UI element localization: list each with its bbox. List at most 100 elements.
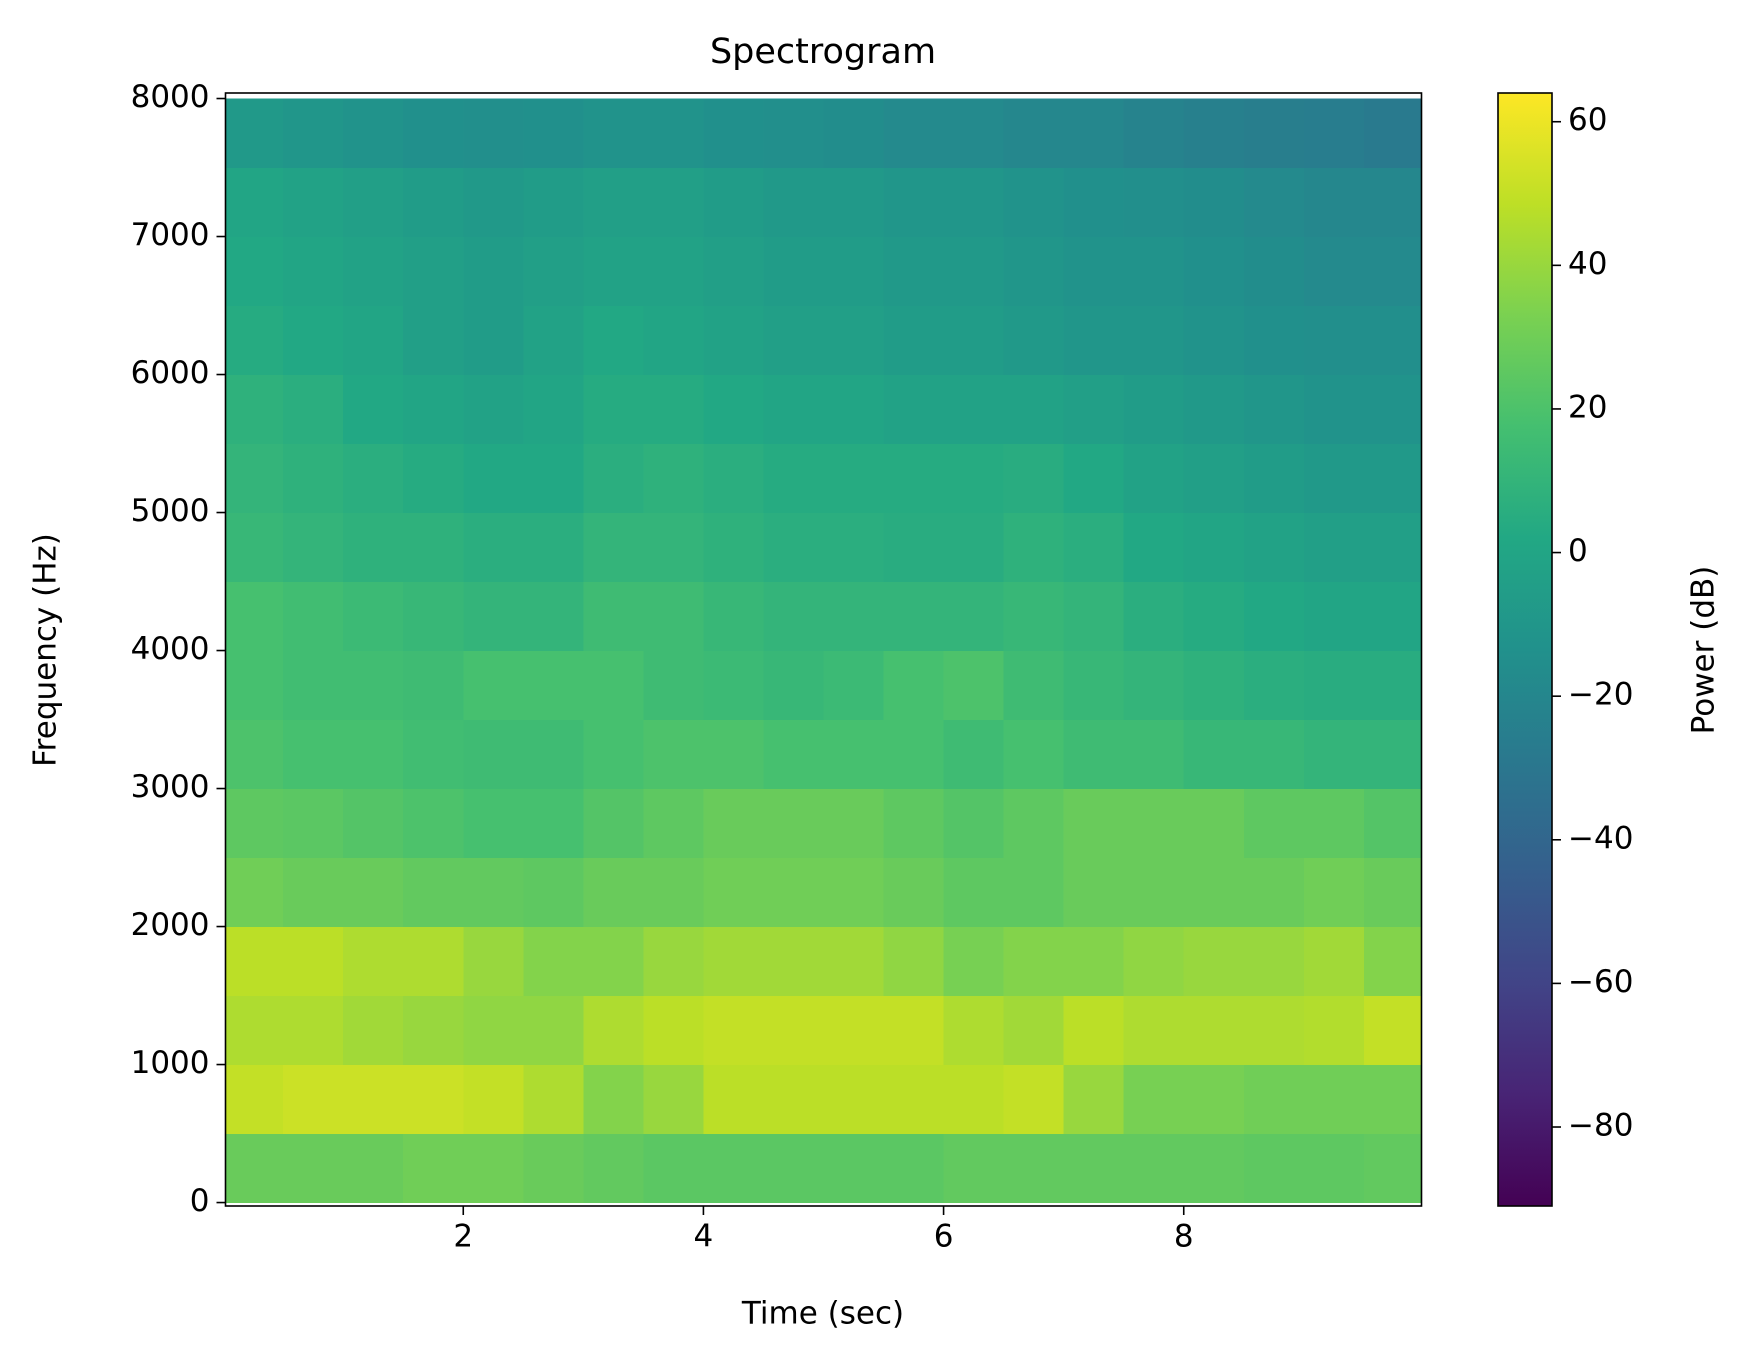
heatmap [225,98,1422,1204]
heatmap-cell [1303,305,1365,376]
heatmap-cell [225,926,284,997]
heatmap-cell [1183,167,1245,238]
heatmap-cell [703,719,765,790]
heatmap-cell [1243,98,1305,169]
heatmap-cell [703,98,765,169]
heatmap-cell [1363,719,1422,790]
heatmap-cell [1003,926,1065,997]
heatmap-cell [1063,167,1125,238]
heatmap-cell [883,305,945,376]
heatmap-cell [943,512,1005,583]
heatmap-cell [703,788,765,859]
heatmap-cell [583,926,644,997]
heatmap-cell [883,650,945,721]
heatmap-cell [1063,512,1125,583]
heatmap-cell [1363,167,1422,238]
heatmap-cell [1303,719,1365,790]
heatmap-cell [225,1133,284,1204]
heatmap-cell [1303,1064,1365,1135]
heatmap-cell [583,650,644,721]
heatmap-cell [763,926,825,997]
heatmap-cell [523,305,584,376]
heatmap-cell [343,926,404,997]
heatmap-cell [283,788,344,859]
heatmap-cell [703,857,765,928]
heatmap-cell [403,650,464,721]
heatmap-cell [583,719,644,790]
y-tick-label: 7000 [131,217,210,253]
heatmap-cell [943,443,1005,514]
heatmap-cell [1123,1064,1185,1135]
heatmap-cell [763,305,825,376]
heatmap-cell [1183,650,1245,721]
heatmap-cell [1363,443,1422,514]
heatmap-cell [343,650,404,721]
heatmap-cell [1123,995,1185,1066]
heatmap-cell [1123,236,1185,307]
heatmap-cell [1243,443,1305,514]
heatmap-cell [1243,512,1305,583]
heatmap-cell [463,719,524,790]
heatmap-cell [403,443,464,514]
heatmap-cell [583,995,644,1066]
heatmap-cell [463,788,524,859]
heatmap-cell [643,305,705,376]
colorbar-tick-label: −40 [1568,820,1633,856]
heatmap-cell [523,788,584,859]
heatmap-cell [1363,305,1422,376]
heatmap-cell [523,236,584,307]
heatmap-cell [1003,98,1065,169]
heatmap-cell [523,443,584,514]
heatmap-cell [523,167,584,238]
heatmap-cell [225,443,284,514]
heatmap-cell [225,788,284,859]
heatmap-cell [343,581,404,652]
heatmap-cell [463,374,524,445]
heatmap-cell [1123,788,1185,859]
heatmap-cell [763,98,825,169]
y-tick-label: 5000 [131,493,210,529]
heatmap-cell [703,1064,765,1135]
heatmap-cell [823,1064,885,1135]
heatmap-cell [1363,374,1422,445]
heatmap-cell [1363,1133,1422,1204]
heatmap-cell [823,995,885,1066]
heatmap-cell [225,305,284,376]
heatmap-cell [883,1133,945,1204]
heatmap-cell [225,236,284,307]
heatmap-cell [523,857,584,928]
heatmap-cell [343,1064,404,1135]
heatmap-cell [643,719,705,790]
heatmap-cell [283,305,344,376]
heatmap-cell [823,236,885,307]
heatmap-cell [643,1064,705,1135]
heatmap-cell [343,788,404,859]
heatmap-cell [943,650,1005,721]
chart-title: Spectrogram [710,32,936,72]
heatmap-cell [763,374,825,445]
x-tick-label: 8 [1174,1219,1194,1255]
heatmap-cell [763,788,825,859]
heatmap-cell [643,1133,705,1204]
heatmap-cell [1243,1133,1305,1204]
heatmap-cell [1003,167,1065,238]
heatmap-cell [343,236,404,307]
heatmap-cell [1003,788,1065,859]
heatmap-cell [1123,98,1185,169]
heatmap-cell [583,236,644,307]
heatmap-cell [1183,581,1245,652]
heatmap-cell [1063,443,1125,514]
heatmap-cell [1123,512,1185,583]
heatmap-cell [883,926,945,997]
heatmap-cell [583,512,644,583]
heatmap-cell [1003,443,1065,514]
heatmap-cell [1063,305,1125,376]
heatmap-cell [823,305,885,376]
heatmap-cell [1123,374,1185,445]
heatmap-cell [823,926,885,997]
heatmap-cell [283,1064,344,1135]
heatmap-cell [1363,926,1422,997]
heatmap-cell [823,443,885,514]
heatmap-cell [823,98,885,169]
